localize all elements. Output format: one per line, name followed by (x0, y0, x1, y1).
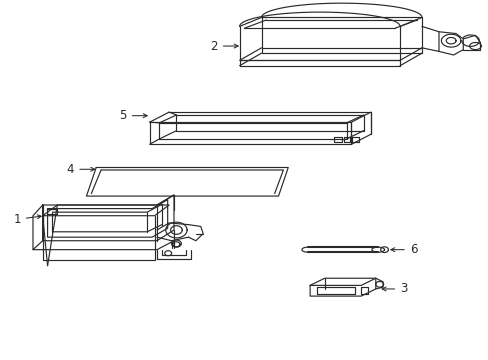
Text: 4: 4 (67, 163, 95, 176)
Text: 6: 6 (390, 243, 416, 256)
Text: 3: 3 (382, 283, 407, 296)
Text: 2: 2 (210, 40, 238, 53)
Text: 1: 1 (13, 213, 41, 226)
Text: 5: 5 (119, 109, 147, 122)
